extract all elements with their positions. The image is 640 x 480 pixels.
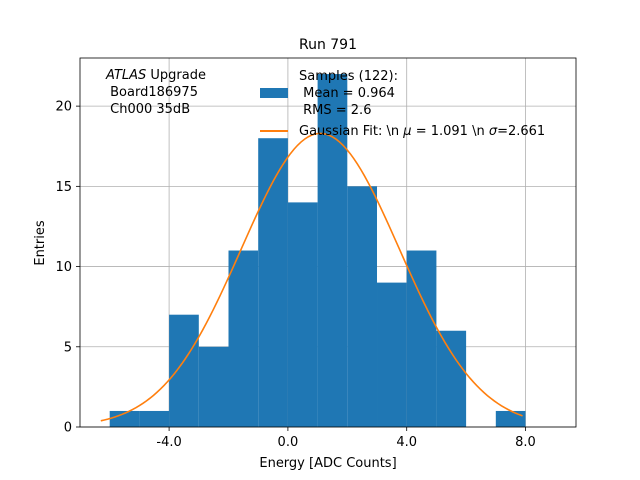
x-axis-label: Energy [ADC Counts] <box>259 456 396 471</box>
histogram-bar <box>198 346 229 427</box>
legend-mean-label: Mean = 0.964 <box>299 86 395 101</box>
histogram-bar <box>228 250 259 427</box>
histogram-bar <box>169 314 199 427</box>
histogram-bar <box>347 186 378 427</box>
histogram-bar <box>406 250 437 427</box>
board-label: Board186975 <box>106 85 198 100</box>
y-tick-label: 5 <box>64 340 72 355</box>
legend-histogram-swatch <box>260 88 288 98</box>
histogram-bar <box>436 330 467 427</box>
plot-frame <box>79 57 577 428</box>
histogram-bars <box>109 74 526 427</box>
legend-samples-label: Samples (122): <box>299 69 398 84</box>
x-tick-label: -4.0 <box>156 435 181 450</box>
histogram-bar <box>495 410 526 427</box>
channel-label: Ch000 35dB <box>106 102 190 117</box>
histogram-bar <box>258 138 288 427</box>
chart-title: Run 791 <box>299 37 357 53</box>
legend: Samples (122): Mean = 0.964 RMS = 2.6 Ga… <box>260 69 545 139</box>
y-axis-label: Entries <box>33 220 48 266</box>
legend-rms-label: RMS = 2.6 <box>299 103 371 118</box>
upgrade-label: Upgrade <box>146 68 206 83</box>
x-tick-label: 4.0 <box>396 435 417 450</box>
histogram-bar <box>109 410 140 427</box>
atlas-annotation: ATLAS Upgrade Board186975 Ch000 35dB <box>105 68 206 117</box>
x-axis-ticks: -4.0 0.0 4.0 8.0 <box>156 427 536 450</box>
histogram-bar <box>139 410 170 427</box>
x-tick-label: 0.0 <box>278 435 299 450</box>
y-tick-label: 10 <box>55 260 72 275</box>
gaussian-fit-curve <box>100 132 523 422</box>
svg-text:ATLAS Upgrade: ATLAS Upgrade <box>105 68 206 83</box>
y-tick-label: 20 <box>55 100 72 115</box>
y-tick-label: 0 <box>64 421 72 436</box>
y-tick-label: 15 <box>55 180 72 195</box>
atlas-label: ATLAS <box>105 68 146 83</box>
x-tick-label: 8.0 <box>515 435 536 450</box>
gaussian-fit-line <box>100 132 523 422</box>
histogram-bar <box>377 282 407 427</box>
histogram-bar <box>287 202 318 427</box>
y-axis-ticks: 0 5 10 15 20 <box>55 100 80 436</box>
legend-fit-label: Gaussian Fit: \n μ = 1.091 \n σ=2.661 <box>299 124 545 139</box>
